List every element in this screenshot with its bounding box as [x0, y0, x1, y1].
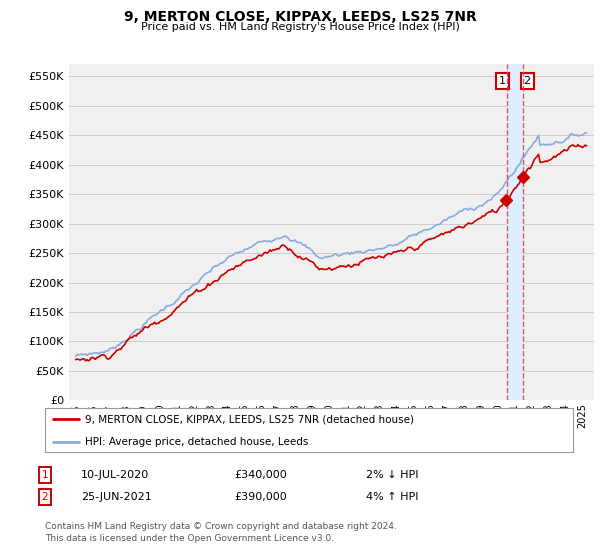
Text: Price paid vs. HM Land Registry's House Price Index (HPI): Price paid vs. HM Land Registry's House … [140, 22, 460, 32]
Bar [507, 64, 523, 400]
Text: 2% ↓ HPI: 2% ↓ HPI [366, 470, 419, 480]
Text: 25-JUN-2021: 25-JUN-2021 [81, 492, 152, 502]
Text: 1: 1 [41, 470, 49, 480]
Text: 10-JUL-2020: 10-JUL-2020 [81, 470, 149, 480]
Text: 9, MERTON CLOSE, KIPPAX, LEEDS, LS25 7NR: 9, MERTON CLOSE, KIPPAX, LEEDS, LS25 7NR [124, 10, 476, 24]
Text: HPI: Average price, detached house, Leeds: HPI: Average price, detached house, Leed… [85, 437, 308, 447]
Text: 1: 1 [499, 76, 506, 86]
Text: 9, MERTON CLOSE, KIPPAX, LEEDS, LS25 7NR (detached house): 9, MERTON CLOSE, KIPPAX, LEEDS, LS25 7NR… [85, 414, 413, 424]
Text: £340,000: £340,000 [234, 470, 287, 480]
Text: 2: 2 [524, 76, 531, 86]
Text: 4% ↑ HPI: 4% ↑ HPI [366, 492, 419, 502]
Text: Contains HM Land Registry data © Crown copyright and database right 2024.
This d: Contains HM Land Registry data © Crown c… [45, 522, 397, 543]
Text: £390,000: £390,000 [234, 492, 287, 502]
Text: 2: 2 [41, 492, 49, 502]
